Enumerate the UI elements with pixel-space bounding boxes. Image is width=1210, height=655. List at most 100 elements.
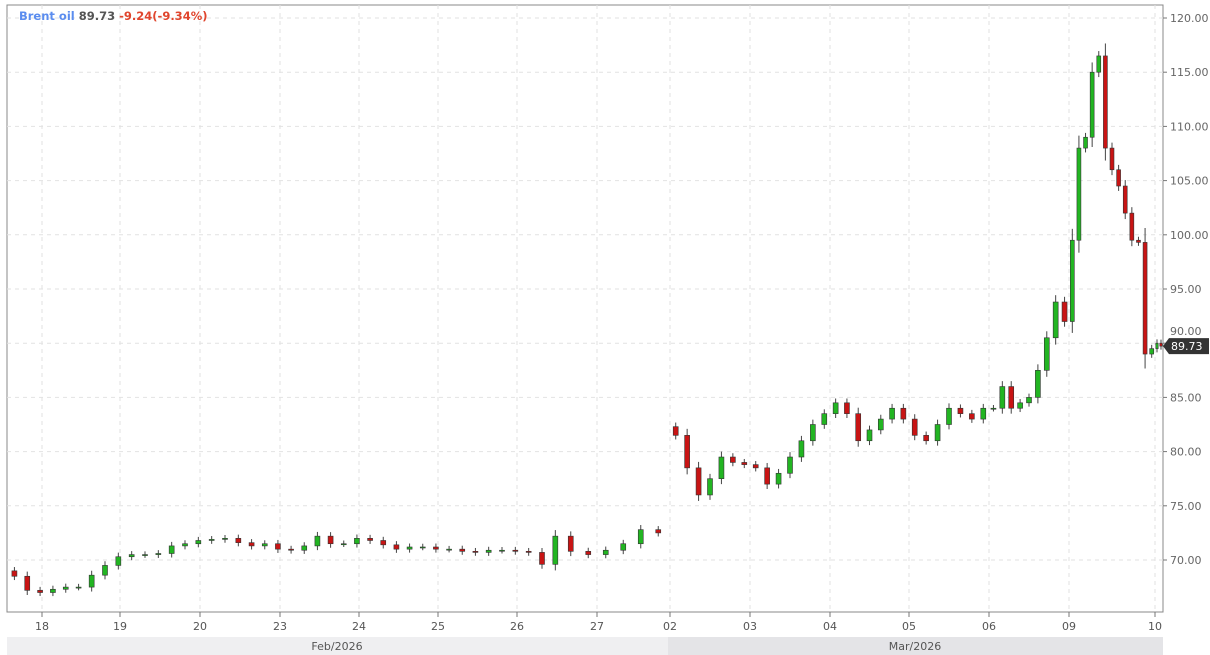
candle <box>980 403 987 424</box>
candle-body <box>832 402 839 414</box>
candle <box>1103 43 1108 161</box>
candle <box>102 561 108 580</box>
candle-body <box>999 386 1006 409</box>
candle <box>1043 331 1050 377</box>
candle-body <box>911 418 918 436</box>
candle-body <box>810 424 816 442</box>
candle <box>1052 295 1059 345</box>
month-label: Mar/2026 <box>889 640 941 653</box>
candle-body <box>741 462 748 465</box>
candle-body <box>222 538 228 540</box>
candle <box>222 534 228 543</box>
instrument-name: Brent oil <box>19 9 75 23</box>
candle-body <box>275 543 281 550</box>
candle-body <box>889 407 895 420</box>
candle-body <box>62 586 69 590</box>
candle <box>155 550 162 558</box>
candle-body <box>327 535 334 545</box>
candle <box>1089 62 1095 147</box>
candle <box>419 543 426 551</box>
candle-body <box>775 472 782 485</box>
x-tick-label: 09 <box>1062 620 1076 633</box>
x-tick-label: 03 <box>743 620 757 633</box>
candle <box>602 546 609 559</box>
candle <box>934 419 941 446</box>
x-tick-label: 06 <box>982 620 996 633</box>
candle-body <box>248 542 255 547</box>
candle-body <box>1109 147 1115 171</box>
candle <box>889 403 895 424</box>
candle <box>787 452 793 479</box>
x-tick-label: 23 <box>273 620 287 633</box>
candle-body <box>115 556 122 566</box>
candle <box>655 526 662 537</box>
candle <box>1035 364 1041 404</box>
candle-body <box>37 590 43 593</box>
candle <box>1008 381 1015 414</box>
candle <box>327 532 334 548</box>
x-tick-label: 26 <box>510 620 524 633</box>
candle-body <box>934 424 941 442</box>
candle <box>1061 296 1068 327</box>
candle-body <box>11 570 18 577</box>
candle <box>775 468 782 489</box>
candle <box>969 409 975 423</box>
candle-body <box>969 413 975 420</box>
candle-body <box>367 538 373 541</box>
candle <box>11 567 18 581</box>
candle <box>1159 339 1163 350</box>
candle-body <box>1017 402 1023 409</box>
price-change: -9.24(-9.34%) <box>119 9 208 23</box>
candle-body <box>340 543 347 546</box>
candle-body <box>459 548 466 552</box>
candle-body <box>602 549 609 555</box>
candle <box>75 583 82 591</box>
candle-body <box>314 535 321 547</box>
candle <box>37 586 43 596</box>
candle <box>525 547 532 556</box>
candle <box>1096 51 1102 78</box>
candle-body <box>1043 337 1050 371</box>
candle-body <box>1116 169 1121 187</box>
candle-body <box>380 540 387 546</box>
candle <box>798 435 805 462</box>
candle <box>433 543 439 553</box>
candle-body <box>406 546 413 550</box>
candle-body <box>512 549 519 552</box>
candle-body <box>821 413 828 425</box>
candle <box>999 381 1006 414</box>
y-tick-label: 80.00 <box>1170 446 1202 459</box>
candle <box>539 547 545 569</box>
candle-body <box>585 551 592 555</box>
candle <box>208 536 215 544</box>
candle <box>24 571 31 596</box>
candle-body <box>155 553 162 555</box>
candle <box>115 552 122 570</box>
candle <box>684 428 690 475</box>
candle-body <box>539 552 545 565</box>
candle-body <box>1061 301 1068 322</box>
y-tick-label: 95.00 <box>1170 283 1202 296</box>
candle-body <box>1103 55 1108 149</box>
candle-body <box>102 565 108 576</box>
candle-body <box>525 551 532 553</box>
candle-body <box>195 540 202 545</box>
candle-body <box>433 546 439 550</box>
candle-body <box>637 529 644 545</box>
x-tick-label: 05 <box>902 620 916 633</box>
x-tick-label: 02 <box>663 620 677 633</box>
candle <box>730 453 736 467</box>
x-tick-label: 27 <box>590 620 604 633</box>
candle <box>301 542 308 554</box>
candle <box>832 398 839 418</box>
candle <box>1017 399 1023 413</box>
candle <box>248 539 255 550</box>
candle-body <box>1149 348 1154 355</box>
candle-body <box>393 544 400 550</box>
candle-body <box>50 588 56 593</box>
candle <box>50 585 56 597</box>
candle <box>752 461 759 472</box>
candle-body <box>168 545 175 554</box>
candle-body <box>567 535 574 552</box>
